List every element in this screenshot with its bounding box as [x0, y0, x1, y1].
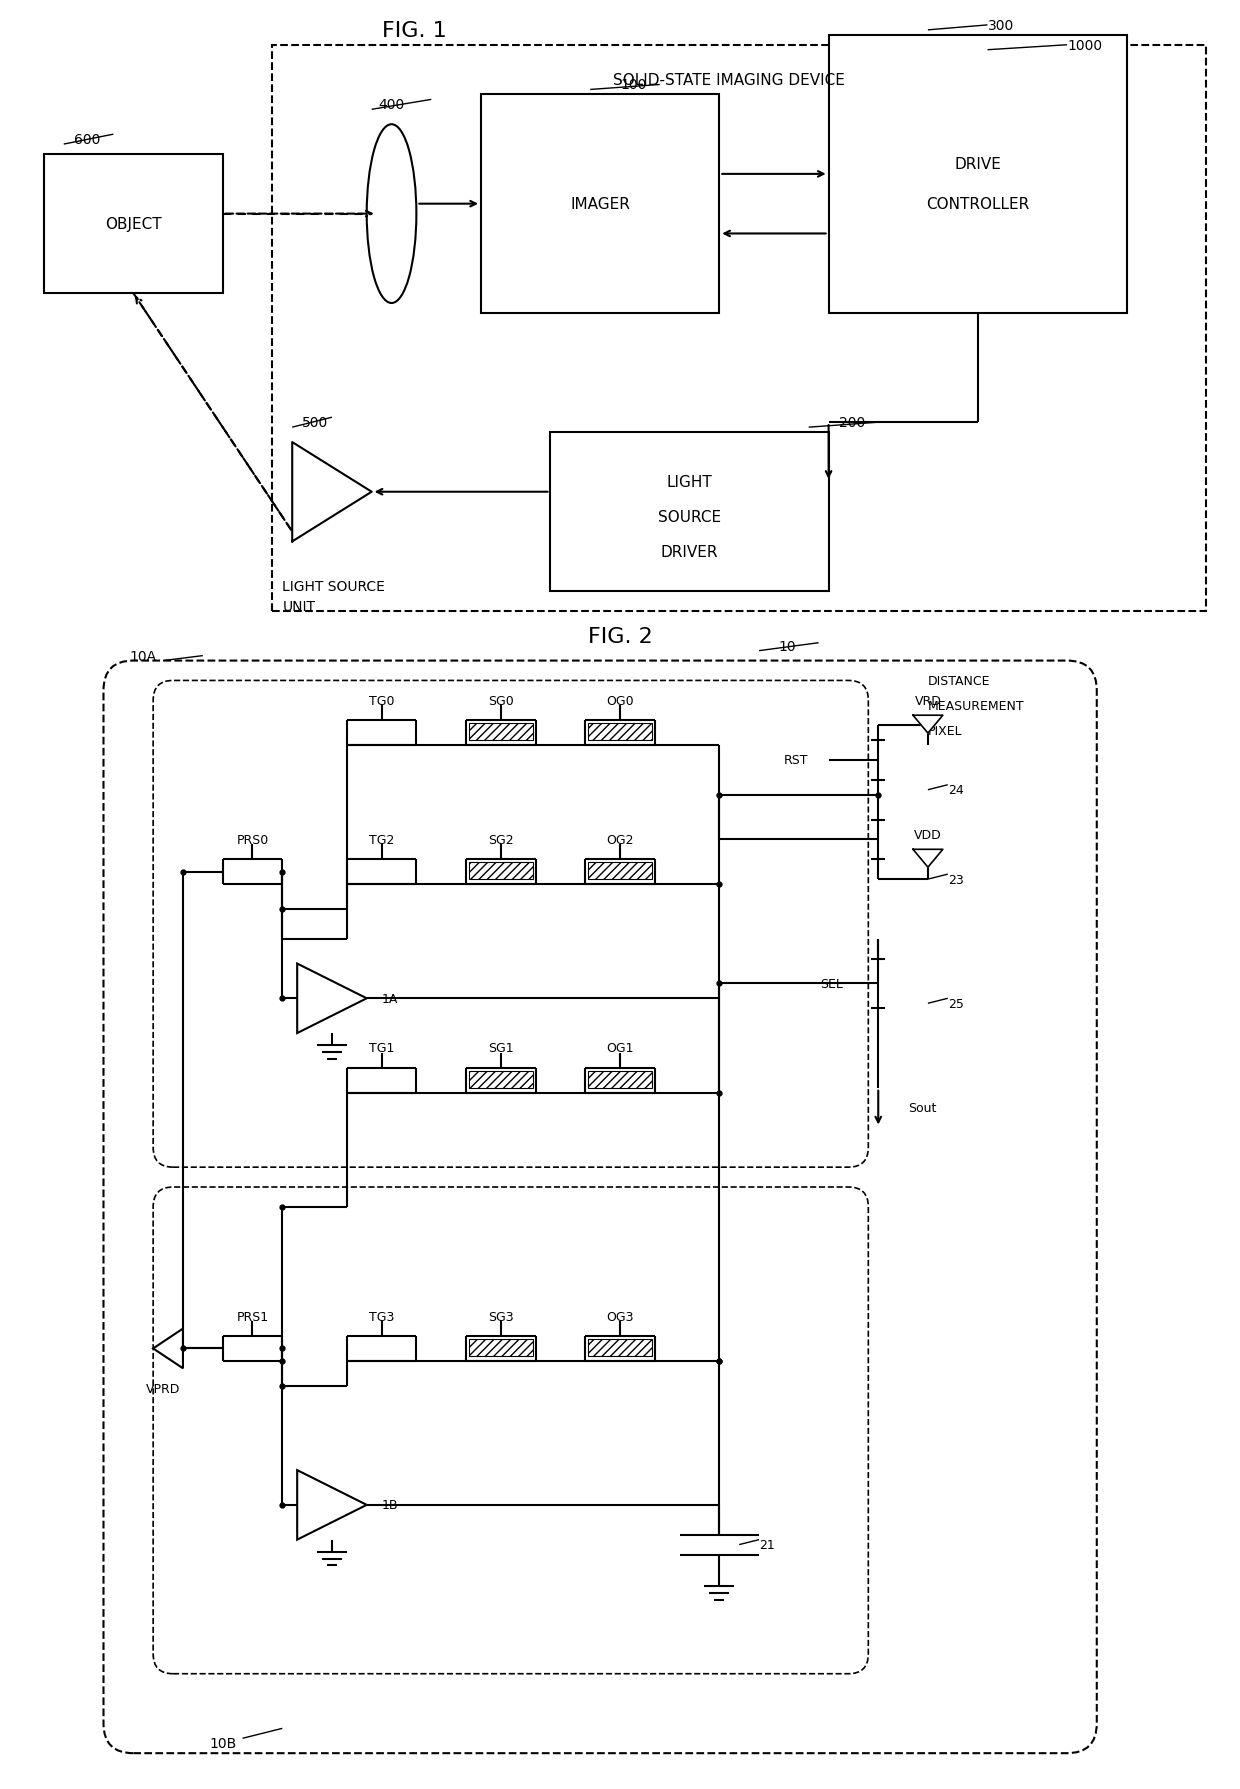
Ellipse shape	[367, 125, 417, 304]
Text: 10: 10	[779, 639, 796, 653]
Text: Sout: Sout	[908, 1102, 936, 1115]
Text: OG2: OG2	[606, 834, 634, 846]
Text: PRS0: PRS0	[237, 834, 269, 846]
Polygon shape	[913, 850, 942, 868]
Bar	[43, 156, 223, 293]
Text: TG2: TG2	[370, 834, 394, 846]
Text: 1B: 1B	[382, 1499, 398, 1512]
Text: 400: 400	[378, 98, 404, 113]
Text: 100: 100	[620, 79, 646, 93]
Bar	[588, 725, 652, 741]
Text: VDD: VDD	[914, 828, 942, 841]
Text: SG0: SG0	[487, 694, 513, 707]
Bar	[588, 1340, 652, 1356]
Text: 300: 300	[987, 20, 1014, 32]
Text: RST: RST	[784, 753, 808, 767]
Text: TG0: TG0	[368, 694, 394, 707]
Text: 200: 200	[838, 417, 864, 429]
Text: MEASUREMENT: MEASUREMENT	[928, 699, 1024, 712]
Text: LIGHT SOURCE: LIGHT SOURCE	[283, 580, 386, 594]
Text: PRS1: PRS1	[237, 1310, 269, 1322]
Text: UNIT: UNIT	[283, 599, 315, 614]
Text: SOURCE: SOURCE	[658, 510, 722, 524]
Text: SG1: SG1	[489, 1041, 513, 1056]
Text: FIG. 2: FIG. 2	[588, 626, 652, 646]
FancyBboxPatch shape	[103, 662, 1096, 1753]
Text: OG0: OG0	[606, 694, 634, 707]
Polygon shape	[913, 716, 942, 733]
Text: 1000: 1000	[1066, 39, 1102, 52]
Bar	[481, 95, 719, 313]
Text: LIGHT: LIGHT	[667, 476, 713, 490]
Text: VPRD: VPRD	[146, 1381, 180, 1395]
Bar	[469, 725, 533, 741]
Text: PIXEL: PIXEL	[928, 725, 962, 737]
Text: TG1: TG1	[370, 1041, 394, 1056]
Text: OBJECT: OBJECT	[105, 216, 161, 233]
Text: SG3: SG3	[489, 1310, 513, 1322]
Bar	[469, 862, 533, 880]
Text: 24: 24	[947, 784, 963, 796]
Bar	[273, 47, 1207, 612]
Text: IMAGER: IMAGER	[570, 197, 630, 213]
Bar	[469, 1072, 533, 1088]
Text: OG3: OG3	[606, 1310, 634, 1322]
Text: CONTROLLER: CONTROLLER	[926, 197, 1029, 213]
Text: SEL: SEL	[821, 977, 843, 991]
Text: 23: 23	[947, 873, 963, 886]
Text: DRIVE: DRIVE	[954, 157, 1001, 172]
Bar	[551, 433, 828, 592]
Text: FIG. 1: FIG. 1	[382, 21, 446, 41]
Polygon shape	[293, 444, 372, 542]
Text: 10A: 10A	[130, 649, 156, 664]
Bar	[588, 862, 652, 880]
Bar	[588, 1072, 652, 1088]
Text: SG2: SG2	[489, 834, 513, 846]
Text: DRIVER: DRIVER	[661, 544, 718, 560]
Text: 10B: 10B	[210, 1737, 237, 1750]
Text: VRD: VRD	[914, 694, 941, 707]
Text: OG1: OG1	[606, 1041, 634, 1056]
Text: DISTANCE: DISTANCE	[928, 674, 991, 687]
Text: 600: 600	[73, 132, 100, 147]
Text: TG3: TG3	[370, 1310, 394, 1322]
FancyBboxPatch shape	[154, 1188, 868, 1675]
Bar	[828, 36, 1127, 313]
Text: 21: 21	[759, 1539, 775, 1551]
Text: SOLID-STATE IMAGING DEVICE: SOLID-STATE IMAGING DEVICE	[614, 73, 846, 88]
Text: 1A: 1A	[382, 993, 398, 1005]
Text: 25: 25	[947, 996, 963, 1011]
Bar	[469, 1340, 533, 1356]
Text: 500: 500	[303, 417, 329, 429]
FancyBboxPatch shape	[154, 682, 868, 1168]
